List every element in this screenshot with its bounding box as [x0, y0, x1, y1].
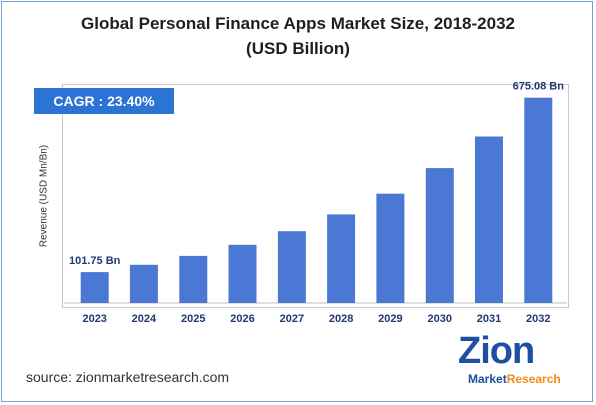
x-tick-label: 2023 — [82, 313, 106, 325]
x-tick-label: 2029 — [378, 313, 402, 325]
x-tick-label: 2030 — [428, 313, 452, 325]
bar-2029 — [376, 193, 405, 303]
bar-2024 — [129, 264, 158, 303]
zion-logo: Zion MarketResearch — [458, 330, 576, 390]
x-tick-label: 2032 — [526, 313, 550, 325]
data-label: 101.75 Bn — [69, 255, 121, 267]
bar-2026 — [228, 244, 257, 303]
bar-2023 — [80, 272, 109, 303]
source-note: source: zionmarketresearch.com — [26, 369, 230, 385]
bar-2032 — [524, 97, 553, 303]
x-tick-label: 2024 — [132, 313, 157, 325]
logo-word: Zion — [458, 330, 535, 372]
bar-2030 — [425, 168, 454, 303]
chart-title: Global Personal Finance Apps Market Size… — [81, 14, 515, 33]
bar-2031 — [475, 136, 503, 303]
cagr-badge: CAGR : 23.40% — [34, 88, 174, 114]
logo-tagline: MarketResearch — [468, 372, 561, 386]
x-tick-label: 2031 — [477, 313, 501, 325]
bar-2025 — [179, 255, 208, 303]
bar-2027 — [277, 231, 306, 303]
bar-2028 — [327, 214, 356, 303]
x-tick-label: 2026 — [230, 313, 254, 325]
x-tick-label: 2025 — [181, 313, 205, 325]
chart-subtitle: (USD Billion) — [246, 39, 350, 58]
data-label: 675.08 Bn — [513, 81, 565, 93]
x-tick-label: 2027 — [280, 313, 304, 325]
x-tick-label: 2028 — [329, 313, 353, 325]
